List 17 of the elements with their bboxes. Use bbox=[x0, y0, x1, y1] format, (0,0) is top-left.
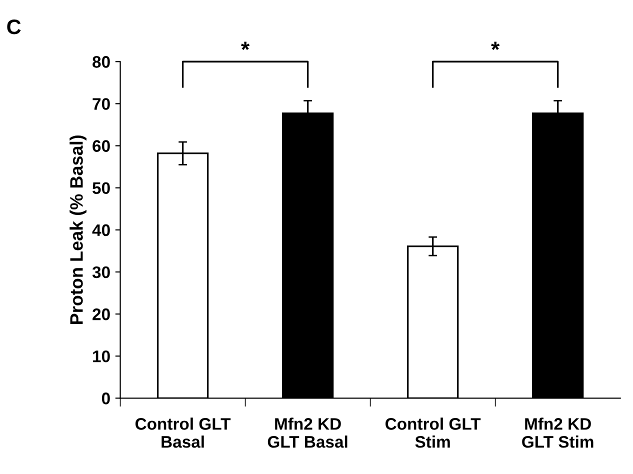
y-tick-label: 80 bbox=[92, 56, 110, 68]
y-axis-title: Proton Leak (% Basal) bbox=[70, 135, 86, 324]
x-tick-label: Mfn2 KD GLT Basal bbox=[268, 418, 348, 448]
y-tick-label: 0 bbox=[102, 392, 110, 404]
y-tick-label: 50 bbox=[92, 182, 110, 194]
x-tick-label: Mfn2 KD GLT Stim bbox=[522, 418, 594, 448]
y-tick-label: 20 bbox=[92, 308, 110, 320]
y-tick-label: 60 bbox=[92, 140, 110, 152]
y-tick-label: 10 bbox=[93, 350, 110, 362]
text: * bbox=[491, 42, 500, 50]
text: C bbox=[7, 20, 21, 34]
text: * bbox=[241, 42, 250, 50]
y-tick-label: 30 bbox=[92, 266, 110, 278]
y-tick-label: 40 bbox=[92, 224, 110, 236]
x-tick-label: Control GLT Basal bbox=[135, 418, 231, 448]
y-tick-label: 70 bbox=[92, 98, 110, 110]
x-tick-label: Control GLT Stim bbox=[386, 418, 481, 448]
